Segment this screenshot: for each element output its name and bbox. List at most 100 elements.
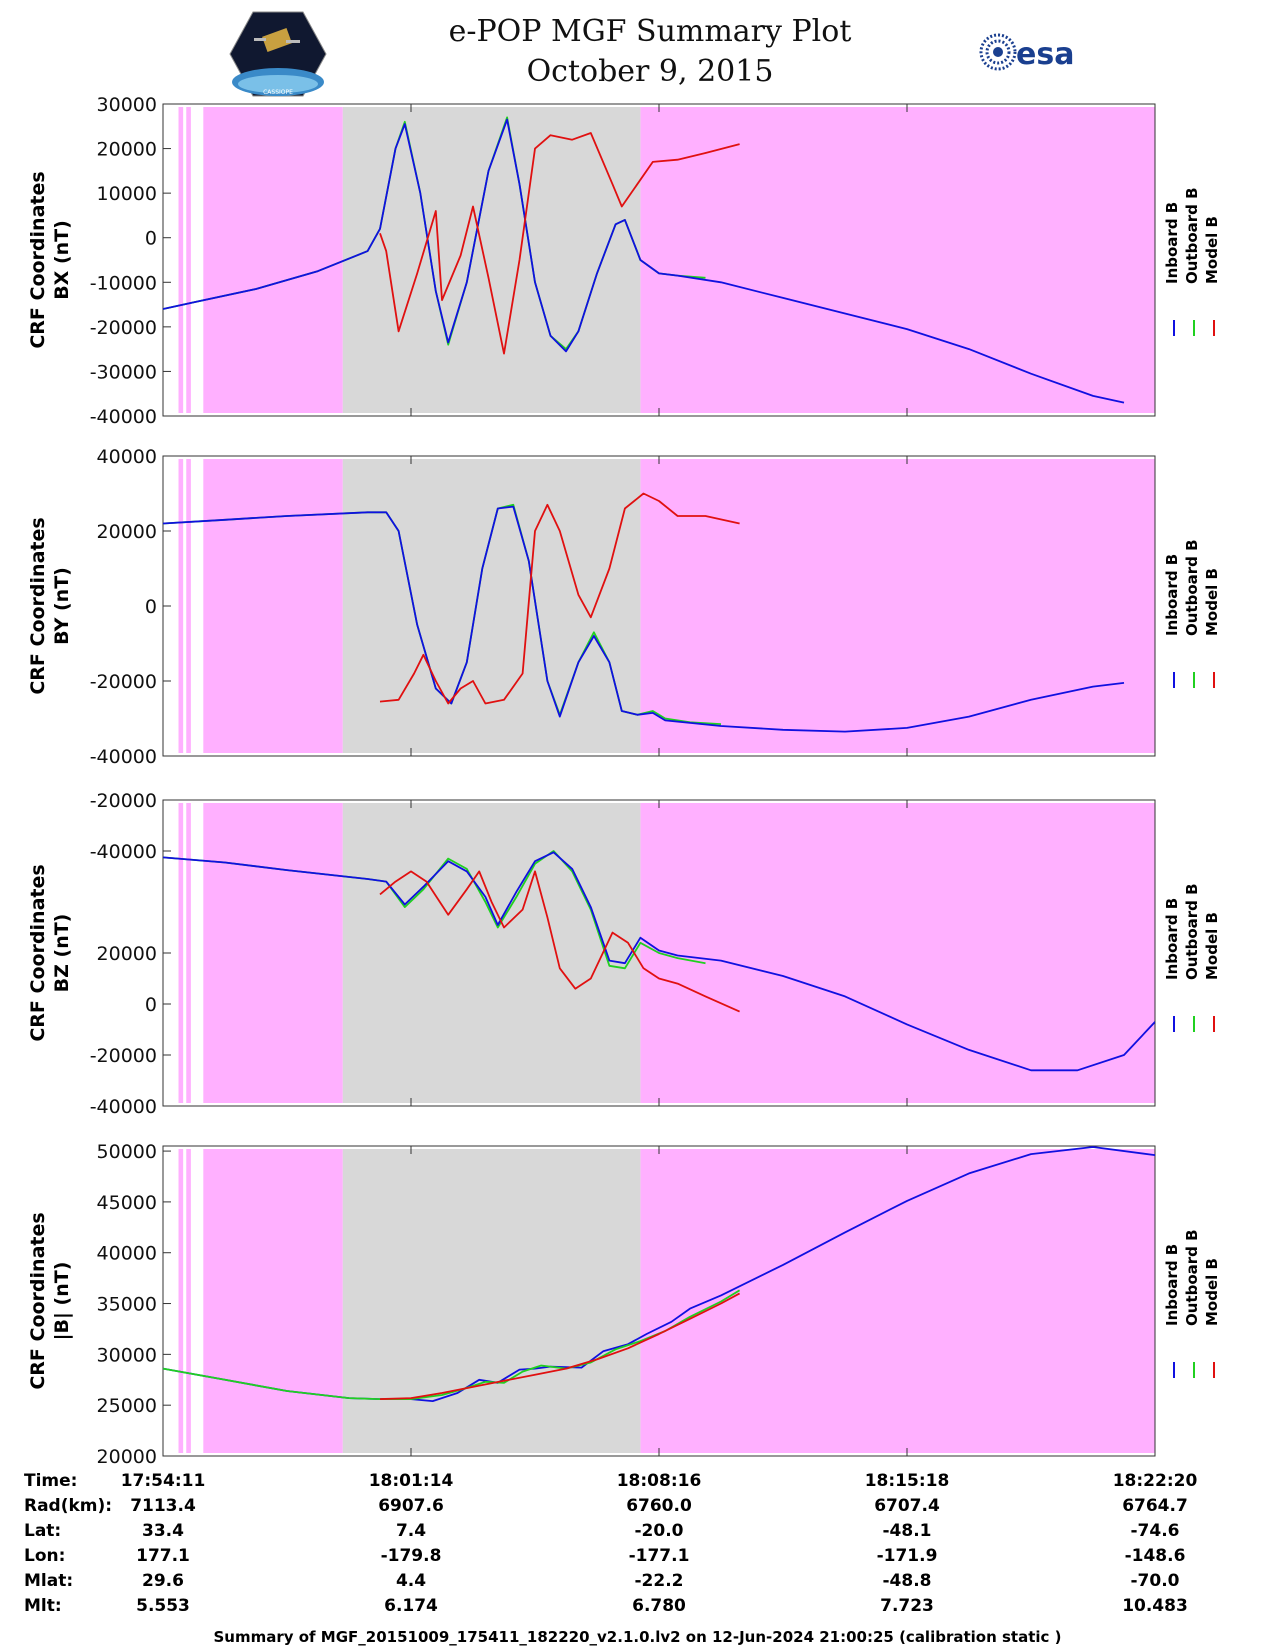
table-cell: 29.6 <box>142 1571 184 1591</box>
time-axis-table: Time: Rad(km): Lat: Lon: Mlat: Mlt: 17:54:11 71… <box>24 1471 1197 1616</box>
region-band-gray <box>342 459 641 753</box>
y-tick-label: 35000 <box>97 1294 157 1316</box>
y-tick-label: -20000 <box>90 671 157 693</box>
series-line-model-b <box>379 132 740 355</box>
y-tick-label: 0 <box>145 994 157 1016</box>
y-tick-label: 20000 <box>97 943 157 965</box>
table-row-label: Lon: <box>24 1546 65 1566</box>
region-band-gray <box>342 1149 641 1453</box>
table-cell: 18:08:16 <box>617 1471 702 1491</box>
y-tick-label: -40000 <box>90 841 157 863</box>
legend-label: Outboard B <box>1183 539 1201 636</box>
table-cell: 6.174 <box>384 1596 438 1616</box>
table-cell: -171.9 <box>877 1546 938 1566</box>
y-tick-label: -20000 <box>90 1045 157 1067</box>
legend-label: Outboard B <box>1183 187 1201 284</box>
panel-bx: 30000 20000 10000 0 -10000 -20000 -30000 -40000… <box>27 94 1221 428</box>
y-tick-label: 25000 <box>97 1395 157 1417</box>
y-tick-label: 20000 <box>97 521 157 543</box>
y-tick-label: 30000 <box>97 1344 157 1366</box>
y-tick-label: 0 <box>145 596 157 618</box>
table-cell: -148.6 <box>1125 1546 1186 1566</box>
table-row-label: Lat: <box>24 1521 61 1541</box>
y-tick-label: 45000 <box>97 1192 157 1214</box>
cassiope-logo: CASSIOPE <box>228 10 328 98</box>
table-cell: 177.1 <box>136 1546 190 1566</box>
y-tick-label: -40000 <box>90 406 157 428</box>
table-cell: 33.4 <box>142 1521 184 1541</box>
table-cell: 18:15:18 <box>865 1471 950 1491</box>
table-cell: 6764.7 <box>1122 1496 1188 1516</box>
region-band-pink <box>640 107 1155 413</box>
region-band-pink <box>186 459 191 753</box>
table-cell: 18:01:14 <box>369 1471 454 1491</box>
table-cell: -48.1 <box>883 1521 932 1541</box>
cassiope-logo-caption: CASSIOPE <box>263 89 293 96</box>
table-cell: -74.6 <box>1131 1521 1180 1541</box>
region-band-pink <box>203 459 343 753</box>
y-tick-label: -40000 <box>90 746 157 768</box>
legend-label: Inboard B <box>1163 1244 1181 1326</box>
y-tick-label: -10000 <box>90 272 157 294</box>
y-axis-label: CRF Coordinates <box>27 864 49 1041</box>
y-tick-label: 10000 <box>97 183 157 205</box>
region-band-pink <box>203 1149 343 1453</box>
region-band-pink <box>640 459 1155 753</box>
y-tick-label: 40000 <box>97 1243 157 1265</box>
region-band-pink <box>203 803 343 1103</box>
y-tick-label: -40000 <box>90 1096 157 1118</box>
series-line-inboard-b <box>163 851 1155 1072</box>
panel-bz: -20000 -40000 20000 0 -20000 -40000 CRF Coordi… <box>27 790 1221 1118</box>
panel-by: 40000 20000 0 -20000 -40000 CRF Coordinates BY… <box>27 446 1221 768</box>
legend-label: Model B <box>1203 568 1221 636</box>
table-cell: -177.1 <box>629 1546 690 1566</box>
table-cell: -70.0 <box>1131 1571 1180 1591</box>
region-band-pink <box>640 803 1155 1103</box>
table-row-label: Mlat: <box>24 1571 73 1591</box>
series-line-inboard-b <box>163 118 1125 404</box>
y-axis-label: CRF Coordinates <box>27 1212 49 1389</box>
table-cell: -20.0 <box>635 1521 684 1541</box>
table-cell: 4.4 <box>396 1571 426 1591</box>
y-tick-label: -20000 <box>90 317 157 339</box>
esa-logo: esa <box>976 30 1096 74</box>
table-cell: 7.4 <box>396 1521 426 1541</box>
table-cell: -48.8 <box>883 1571 932 1591</box>
y-tick-label: 20000 <box>97 1446 157 1468</box>
esa-logo-text: esa <box>1016 37 1074 72</box>
y-tick-label: 0 <box>145 228 157 250</box>
table-cell: 6760.0 <box>626 1496 692 1516</box>
legend-label: Model B <box>1203 216 1221 284</box>
y-tick-label: -20000 <box>90 790 157 812</box>
panel-b: 50000 45000 40000 35000 30000 25000 20000 CRF C… <box>27 1141 1221 1468</box>
table-row-label: Time: <box>24 1471 77 1491</box>
table-cell: -179.8 <box>381 1546 442 1566</box>
table-cell: 6.780 <box>632 1596 686 1616</box>
region-band-gray <box>342 107 641 413</box>
table-cell: 7.723 <box>880 1596 934 1616</box>
table-cell: 6907.6 <box>378 1496 444 1516</box>
y-axis-label: BY (nT) <box>51 567 73 645</box>
region-band-pink <box>186 803 191 1103</box>
page-date: October 9, 2015 <box>526 54 774 89</box>
y-tick-label: 40000 <box>97 446 157 468</box>
y-axis-label: CRF Coordinates <box>27 171 49 348</box>
table-cell: 17:54:11 <box>121 1471 206 1491</box>
legend-label: Outboard B <box>1183 1229 1201 1326</box>
table-cell: 7113.4 <box>130 1496 196 1516</box>
table-cell: -22.2 <box>635 1571 684 1591</box>
y-axis-label: BZ (nT) <box>51 914 73 993</box>
table-cell: 5.553 <box>136 1596 190 1616</box>
legend-label: Inboard B <box>1163 898 1181 980</box>
y-axis-label: |B| (nT) <box>51 1262 73 1341</box>
y-axis-label: CRF Coordinates <box>27 517 49 694</box>
legend-label: Model B <box>1203 1258 1221 1326</box>
table-cell: 10.483 <box>1122 1596 1188 1616</box>
table-row-label: Rad(km): <box>24 1496 112 1516</box>
region-band-pink <box>640 1149 1155 1453</box>
page-title: e-POP MGF Summary Plot <box>448 14 852 49</box>
y-tick-label: 30000 <box>97 94 157 116</box>
y-tick-label: -30000 <box>90 361 157 383</box>
series-line-inboard-b <box>163 505 1125 733</box>
region-band-pink <box>178 1149 184 1453</box>
